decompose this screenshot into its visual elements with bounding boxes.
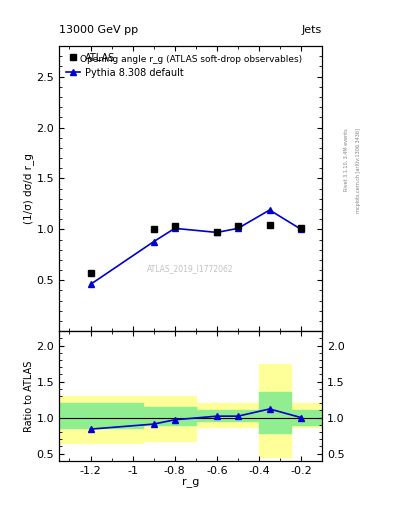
Text: 13000 GeV pp: 13000 GeV pp — [59, 25, 138, 35]
Pythia 8.308 default — [151, 239, 156, 245]
Line: ATLAS: ATLAS — [87, 222, 304, 276]
ATLAS — [173, 223, 177, 229]
Pythia 8.308 default — [267, 207, 272, 213]
Pythia 8.308 default — [88, 281, 93, 287]
ATLAS — [267, 222, 272, 228]
Pythia 8.308 default — [299, 226, 303, 232]
ATLAS — [151, 226, 156, 232]
Y-axis label: (1/σ) dσ/d r_g: (1/σ) dσ/d r_g — [23, 153, 33, 224]
Y-axis label: Ratio to ATLAS: Ratio to ATLAS — [24, 360, 33, 432]
Pythia 8.308 default — [236, 225, 241, 231]
Text: ATLAS_2019_I1772062: ATLAS_2019_I1772062 — [147, 264, 234, 273]
Line: Pythia 8.308 default: Pythia 8.308 default — [87, 207, 304, 287]
Text: Opening angle r_g (ATLAS soft-drop observables): Opening angle r_g (ATLAS soft-drop obser… — [79, 55, 302, 63]
Pythia 8.308 default — [215, 229, 219, 236]
Text: Rivet 3.1.10, 3.4M events: Rivet 3.1.10, 3.4M events — [344, 128, 349, 190]
Pythia 8.308 default — [173, 225, 177, 231]
ATLAS — [88, 270, 93, 276]
ATLAS — [215, 229, 219, 236]
Text: mcplots.cern.ch [arXiv:1306.3436]: mcplots.cern.ch [arXiv:1306.3436] — [356, 128, 361, 213]
Legend: ATLAS, Pythia 8.308 default: ATLAS, Pythia 8.308 default — [62, 49, 188, 81]
Text: Jets: Jets — [302, 25, 322, 35]
ATLAS — [236, 223, 241, 229]
ATLAS — [299, 225, 303, 231]
X-axis label: r_g: r_g — [182, 478, 199, 488]
